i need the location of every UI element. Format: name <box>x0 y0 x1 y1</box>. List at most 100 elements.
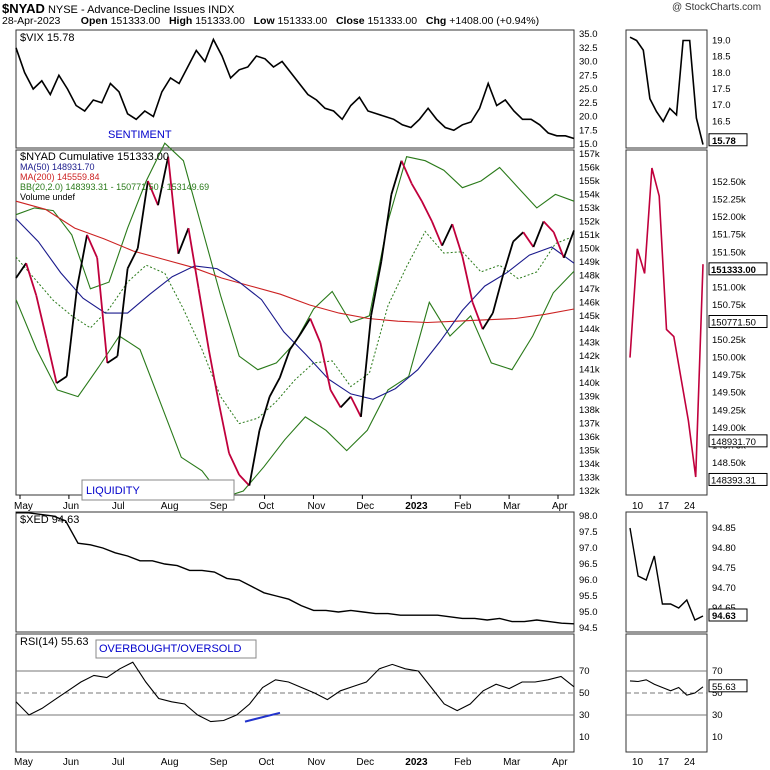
nyad-price-segment <box>228 452 241 476</box>
nyad-price-segment <box>289 334 301 350</box>
xed-title: $XED 94.63 <box>20 514 79 526</box>
nyad-price-segment <box>552 231 565 259</box>
nyad-price-segment <box>461 256 474 303</box>
nyad-inset-y-tick: 149.50k <box>712 388 746 399</box>
nyad-price-segment <box>380 194 393 262</box>
vix-y-tick: 35.0 <box>579 29 598 40</box>
nyad-price-segment <box>15 262 27 279</box>
nyad-y-tick: 157k <box>579 149 600 160</box>
nyad-price-segment <box>238 474 251 487</box>
vix-y-tick: 22.5 <box>579 98 598 109</box>
nyad-price-segment <box>512 231 524 243</box>
nyad-inset-y-tick: 152.00k <box>712 212 746 223</box>
nyad-y-tick: 154k <box>579 189 600 200</box>
xed-last-box <box>708 608 748 622</box>
inset-frame-0 <box>625 29 708 149</box>
nyad-inset-y-tick: 151.50k <box>712 247 746 258</box>
xed-y-tick: 96.5 <box>579 559 598 570</box>
nyad-price-segment <box>349 396 362 418</box>
rsi-line <box>15 661 575 723</box>
nyad-inset-y-tick: 152.25k <box>712 195 746 206</box>
rsi-x-tick-label: Feb <box>454 757 472 768</box>
rsi-x-tick-label: Oct <box>259 757 275 768</box>
nyad-y-tick: 134k <box>579 459 600 470</box>
legend-entry: $NYAD Cumulative 151333.00 <box>20 151 169 163</box>
xed-y-tick: 95.0 <box>579 607 598 618</box>
exchange: NYSE <box>47 4 78 16</box>
nyad-inset-y-tick: 151.75k <box>712 230 746 241</box>
x-tick-label: Aug <box>161 501 179 512</box>
nyad-price-segment <box>207 349 220 404</box>
vix-y-tick: 15.0 <box>579 139 598 150</box>
panel-frame-2 <box>15 511 575 633</box>
nyad-price-segment <box>360 315 372 417</box>
rsi-x-tick-label: Dec <box>356 757 374 768</box>
x-tick-label: Oct <box>259 501 275 512</box>
nyad-price-segment <box>96 257 109 364</box>
x-tick-label: Nov <box>307 501 325 512</box>
rsi-y-tick: 50 <box>579 688 590 699</box>
inset-frame-2 <box>625 511 708 633</box>
chg-value: +1408.00 (+0.94%) <box>449 15 540 27</box>
rsi-divergence-line <box>244 711 281 723</box>
index-type: INDX <box>208 4 235 16</box>
x-tick-label: Jul <box>112 501 125 512</box>
rsi-x-tick-label: Sep <box>210 757 228 768</box>
rsi-inset-x-tick-label: 10 <box>632 757 644 768</box>
low-label: Low <box>253 15 275 27</box>
nyad-price-segment <box>471 301 484 330</box>
nyad-inset-y-tick: 150.75k <box>712 300 746 311</box>
nyad-inset-y-tick: 152.50k <box>712 177 746 188</box>
xed-y-tick: 98.0 <box>579 511 598 522</box>
panel-frame-0 <box>15 29 575 149</box>
nyad-price-segment <box>329 389 342 408</box>
nyad-price-segment <box>299 317 311 336</box>
nyad-price-segment <box>45 338 58 384</box>
nyad-inset-line <box>629 167 704 478</box>
chart-header: $NYAD NYSE - Advance-Decline Issues INDX <box>2 1 235 16</box>
low-value: 151333.00 <box>277 15 328 27</box>
nyad-price-segment <box>319 342 332 391</box>
nyad-price-segment <box>400 160 413 185</box>
nyad-y-tick: 132k <box>579 486 600 497</box>
nyad-price-segment <box>218 403 230 454</box>
ma200-line <box>15 200 575 324</box>
rsi-y-tick: 30 <box>579 710 590 721</box>
nyad-y-tick: 140k <box>579 378 600 389</box>
close-label: Close <box>335 15 365 27</box>
nyad-price-segment <box>248 430 261 486</box>
nyad-price-segment <box>522 231 535 248</box>
nyad-inset-value-box <box>708 315 768 328</box>
vix-y-tick: 17.5 <box>579 125 598 136</box>
nyad-inset-value-box <box>708 472 768 486</box>
index-name: Advance-Decline Issues <box>87 4 206 16</box>
nyad-price-segment <box>532 221 545 248</box>
nyad-price-segment <box>451 223 464 257</box>
nyad-price-segment <box>35 295 48 339</box>
vix-y-tick: 25.0 <box>579 84 598 95</box>
vix-line <box>15 37 575 140</box>
inset-frame-1 <box>625 149 708 496</box>
xed-inset-y-tick: 94.85 <box>712 523 736 534</box>
x-tick-label: Sep <box>210 501 228 512</box>
nyad-inset-y-tick: 149.75k <box>712 370 746 381</box>
nyad-y-tick: 137k <box>579 419 600 430</box>
x-tick-label: Dec <box>356 501 374 512</box>
nyad-inset-value-label: 151333.00 <box>711 265 756 276</box>
ohlc-line: 28-Apr-2023 Open 151333.00 High 151333.0… <box>2 15 539 27</box>
nyad-price-segment <box>502 241 514 276</box>
rsi-x-tick-label: Aug <box>161 757 179 768</box>
rsi-last-box <box>708 679 748 693</box>
nyad-price-segment <box>542 220 555 233</box>
nyad-price-segment <box>136 180 149 249</box>
rsi-y-tick: 10 <box>579 732 590 743</box>
nyad-price-segment <box>187 227 200 289</box>
high-value: 151333.00 <box>195 15 245 27</box>
liquidity-box <box>81 479 235 501</box>
symbol: $NYAD <box>2 1 45 16</box>
bb-mid-line <box>15 230 575 425</box>
x-tick-label: Feb <box>454 501 472 512</box>
vix-y-tick: 32.5 <box>579 43 598 54</box>
rsi-inset-y-tick: 50 <box>712 688 723 699</box>
